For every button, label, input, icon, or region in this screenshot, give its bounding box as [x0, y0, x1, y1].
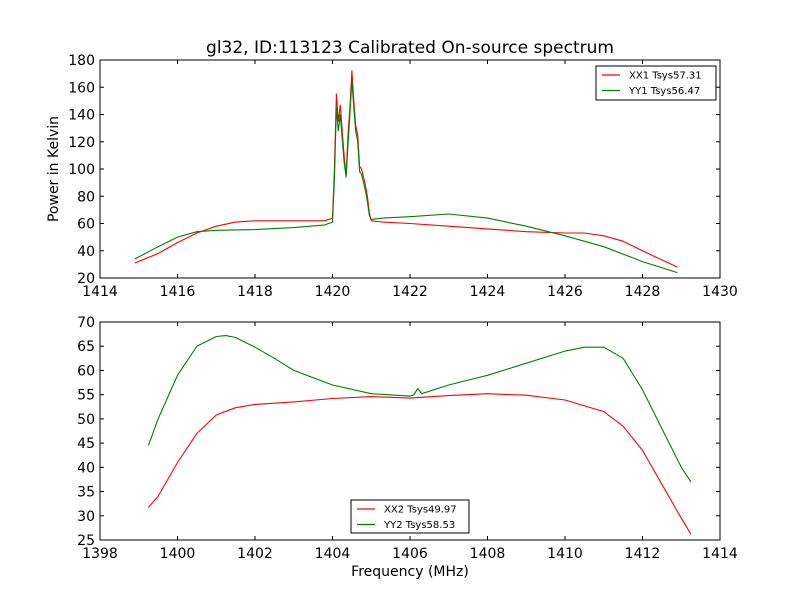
y-tick-label: 60 [77, 363, 95, 379]
x-tick-label: 1398 [82, 546, 118, 562]
legend-box [350, 499, 470, 534]
x-tick-label: 1408 [470, 546, 506, 562]
y-axis-label: Power in Kelvin [46, 116, 62, 222]
y-tick-label: 30 [77, 509, 95, 525]
x-tick-label: 1402 [237, 546, 273, 562]
bottom-plot: 1398 1400 1402 1404 1406 1408 1410 1412 1414 25 30… [77, 315, 738, 562]
x-tick-label: 1430 [702, 284, 738, 300]
y-tick-label: 100 [68, 162, 95, 178]
legend-label: XX1 Tsys57.31 [629, 71, 702, 82]
x-tick-label: 1424 [470, 284, 506, 300]
y-tick-label: 80 [77, 189, 95, 205]
legend-label: XX2 Tsys49.97 [384, 505, 457, 516]
x-tick-label: 1404 [315, 546, 351, 562]
x-tick-label: 1428 [625, 284, 661, 300]
legend-label: YY2 Tsys58.53 [383, 520, 455, 531]
y-tick-label: 35 [77, 485, 95, 501]
legend: XX1 Tsys57.31 YY1 Tsys56.47 [595, 65, 717, 101]
x-tick-label: 1410 [547, 546, 583, 562]
y-tick-label: 45 [77, 436, 95, 452]
y-tick-label: 120 [68, 135, 95, 151]
chart-title: gl32, ID:113123 Calibrated On-source spe… [206, 38, 614, 58]
legend-box [595, 65, 717, 101]
top-plot: 1414 1416 1418 1420 1422 1424 1426 1428 1430 20 40… [68, 53, 738, 300]
y-tick-label: 50 [77, 412, 95, 428]
y-tick-label: 160 [68, 80, 95, 96]
y-tick-label: 70 [77, 315, 95, 331]
y-tick-label: 40 [77, 460, 95, 476]
y-tick-label: 65 [77, 339, 95, 355]
x-tick-label: 1406 [392, 546, 428, 562]
x-tick-label: 1422 [392, 284, 428, 300]
series-line-1-0 [147, 393, 692, 535]
y-tick-label: 140 [68, 108, 95, 124]
x-axis-label: Frequency (MHz) [351, 564, 469, 580]
legend: XX2 Tsys49.97 YY2 Tsys58.53 [350, 499, 470, 534]
legend-label: YY1 Tsys56.47 [628, 86, 700, 97]
y-tick-label: 40 [77, 244, 95, 260]
x-tick-label: 1414 [702, 546, 738, 562]
y-tick-label: 60 [77, 217, 95, 233]
y-tick-label: 20 [77, 271, 95, 287]
x-tick-label: 1420 [315, 284, 351, 300]
x-tick-label: 1426 [547, 284, 583, 300]
x-tick-label: 1416 [160, 284, 196, 300]
x-tick-label: 1418 [237, 284, 273, 300]
series-line-1-1 [147, 335, 692, 483]
y-tick-label: 55 [77, 388, 95, 404]
y-tick-label: 25 [77, 533, 95, 549]
y-tick-label: 180 [68, 53, 95, 69]
series-line-0-1 [134, 79, 678, 274]
x-tick-label: 1414 [82, 284, 118, 300]
x-tick-label: 1412 [625, 546, 661, 562]
x-tick-label: 1400 [160, 546, 196, 562]
